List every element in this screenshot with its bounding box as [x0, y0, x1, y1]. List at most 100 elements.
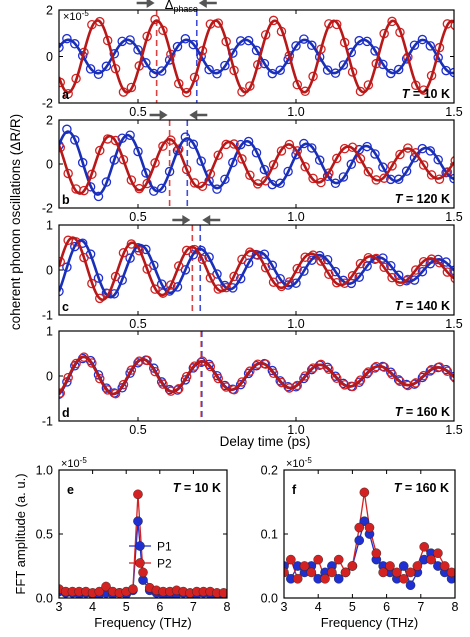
data-point — [338, 172, 349, 182]
data-point — [316, 256, 326, 266]
data-point — [70, 361, 80, 371]
data-point — [188, 39, 199, 50]
data-point — [268, 160, 279, 170]
plot-area — [59, 489, 227, 598]
temperature-label: T = 10 K — [173, 481, 221, 495]
data-point — [275, 65, 285, 75]
data-point — [450, 20, 454, 31]
data-point — [425, 366, 436, 376]
data-point — [395, 149, 405, 160]
data-point — [189, 178, 200, 188]
fft-ylabel: FFT amplitude (a. u.) — [13, 473, 28, 594]
data-point — [59, 388, 66, 398]
temperature-symbol: T — [395, 299, 404, 313]
data-point — [141, 244, 151, 255]
x-tick-label: 3 — [56, 600, 63, 614]
data-point — [158, 379, 168, 389]
panel-e: 3 4 5 6 7 8 0.0 0.5 1.0 Frequency (THz) FFT amplit… — [13, 456, 231, 630]
x-tick-label: 7 — [190, 600, 197, 614]
x-tick-label: 3 — [281, 600, 288, 614]
data-point — [433, 154, 443, 165]
data-point — [346, 159, 357, 170]
data-point — [259, 58, 270, 69]
fft-point — [333, 554, 344, 565]
data-point — [245, 366, 255, 376]
multiplier-label: ×10-5 — [63, 9, 89, 23]
x-tick-label: 6 — [156, 600, 163, 614]
fft-point — [138, 567, 148, 578]
data-point — [417, 372, 428, 383]
fft-point — [405, 580, 416, 591]
legend-label: P1 — [157, 540, 172, 554]
y-tick-label: 1 — [46, 325, 53, 339]
fit-line-p2 — [59, 134, 454, 195]
x-tick-label: 1.0 — [287, 105, 304, 119]
fft-point — [359, 487, 370, 498]
multiplier-base: ×10 — [286, 458, 305, 470]
fft-point — [364, 522, 375, 533]
data-point — [308, 363, 318, 373]
multiplier-base: ×10 — [63, 11, 82, 23]
fft-xlabel: Frequency (THz) — [94, 615, 192, 630]
data-point — [126, 365, 137, 375]
temperature-label: T = 160 K — [394, 481, 449, 495]
x-tick-label: 6 — [383, 600, 390, 614]
fft-markers-p2 — [59, 489, 227, 598]
fft-point — [340, 567, 351, 578]
data-point — [442, 267, 453, 277]
data-point — [101, 383, 112, 393]
data-point — [235, 273, 246, 284]
data-point — [245, 170, 255, 180]
data-point — [181, 87, 192, 98]
x-tick-label: 1.0 — [287, 210, 304, 224]
data-point — [109, 289, 120, 299]
fit-line-p1 — [59, 130, 454, 196]
fft-point — [292, 574, 303, 584]
panel-letter: a — [62, 88, 70, 102]
data-point — [300, 162, 310, 172]
data-point — [441, 257, 451, 267]
data-point — [363, 167, 374, 177]
data-point — [276, 377, 287, 388]
data-point — [150, 14, 160, 25]
temperature-symbol: T — [394, 481, 403, 495]
data-point — [387, 272, 397, 283]
data-point — [314, 155, 325, 165]
data-point — [87, 358, 97, 368]
data-point — [212, 184, 222, 194]
data-point — [110, 135, 121, 146]
fft-point — [398, 574, 409, 584]
x-tick-label: 1.5 — [445, 105, 462, 119]
data-point — [332, 153, 342, 164]
data-point — [291, 41, 301, 51]
panel-c: 0.5 1.0 1.5 -1 0 1 c T = 140 K — [42, 215, 463, 331]
data-point — [156, 279, 167, 289]
delta-phase-label: Δphase — [165, 0, 198, 14]
x-tick-label: 0.5 — [129, 317, 146, 331]
fft-point — [284, 567, 289, 578]
data-point — [229, 139, 239, 149]
data-point — [386, 367, 396, 377]
data-point — [332, 19, 342, 30]
panel-b: 0.5 1.0 1.5 -2 0 2 b T = 120 K — [42, 110, 463, 224]
fft-point — [128, 584, 138, 594]
data-point — [228, 157, 238, 168]
data-point — [393, 375, 404, 385]
data-point — [95, 373, 105, 384]
fft-point — [327, 567, 337, 578]
plot-area — [59, 331, 454, 421]
y-tick-label: 0 — [46, 264, 53, 278]
data-point — [450, 373, 454, 383]
data-point — [299, 34, 309, 44]
y-tick-label: 0.5 — [36, 528, 53, 542]
data-point — [205, 273, 216, 283]
x-tick-label: 7 — [417, 600, 424, 614]
temperature-symbol: T — [173, 481, 182, 495]
x-tick-label: 1.5 — [445, 317, 462, 331]
data-point — [189, 361, 200, 371]
data-point — [393, 270, 404, 281]
data-point — [379, 173, 389, 183]
arrow-head — [202, 215, 211, 225]
x-tick-label: 0.5 — [129, 105, 146, 119]
data-point — [181, 371, 192, 382]
